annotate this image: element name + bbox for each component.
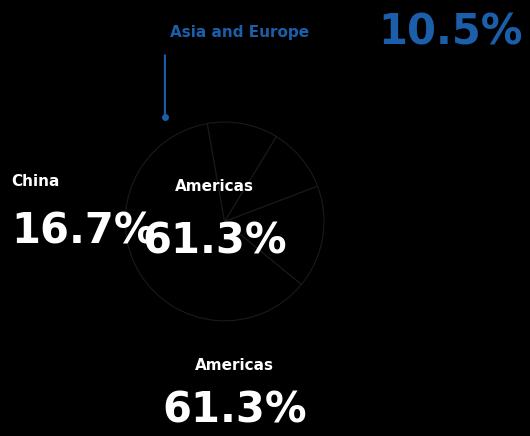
Text: 16.7%: 16.7% [11, 211, 155, 252]
Wedge shape [207, 122, 276, 221]
Text: 10.5%: 10.5% [378, 12, 523, 54]
Text: 61.3%: 61.3% [143, 220, 287, 262]
Text: 61.3%: 61.3% [162, 389, 307, 431]
Text: Americas: Americas [175, 179, 254, 194]
Text: Asia and Europe: Asia and Europe [170, 25, 309, 40]
Text: Americas: Americas [195, 358, 274, 373]
Wedge shape [125, 123, 302, 321]
Wedge shape [225, 186, 324, 284]
Wedge shape [225, 136, 317, 221]
Text: China: China [11, 174, 59, 189]
